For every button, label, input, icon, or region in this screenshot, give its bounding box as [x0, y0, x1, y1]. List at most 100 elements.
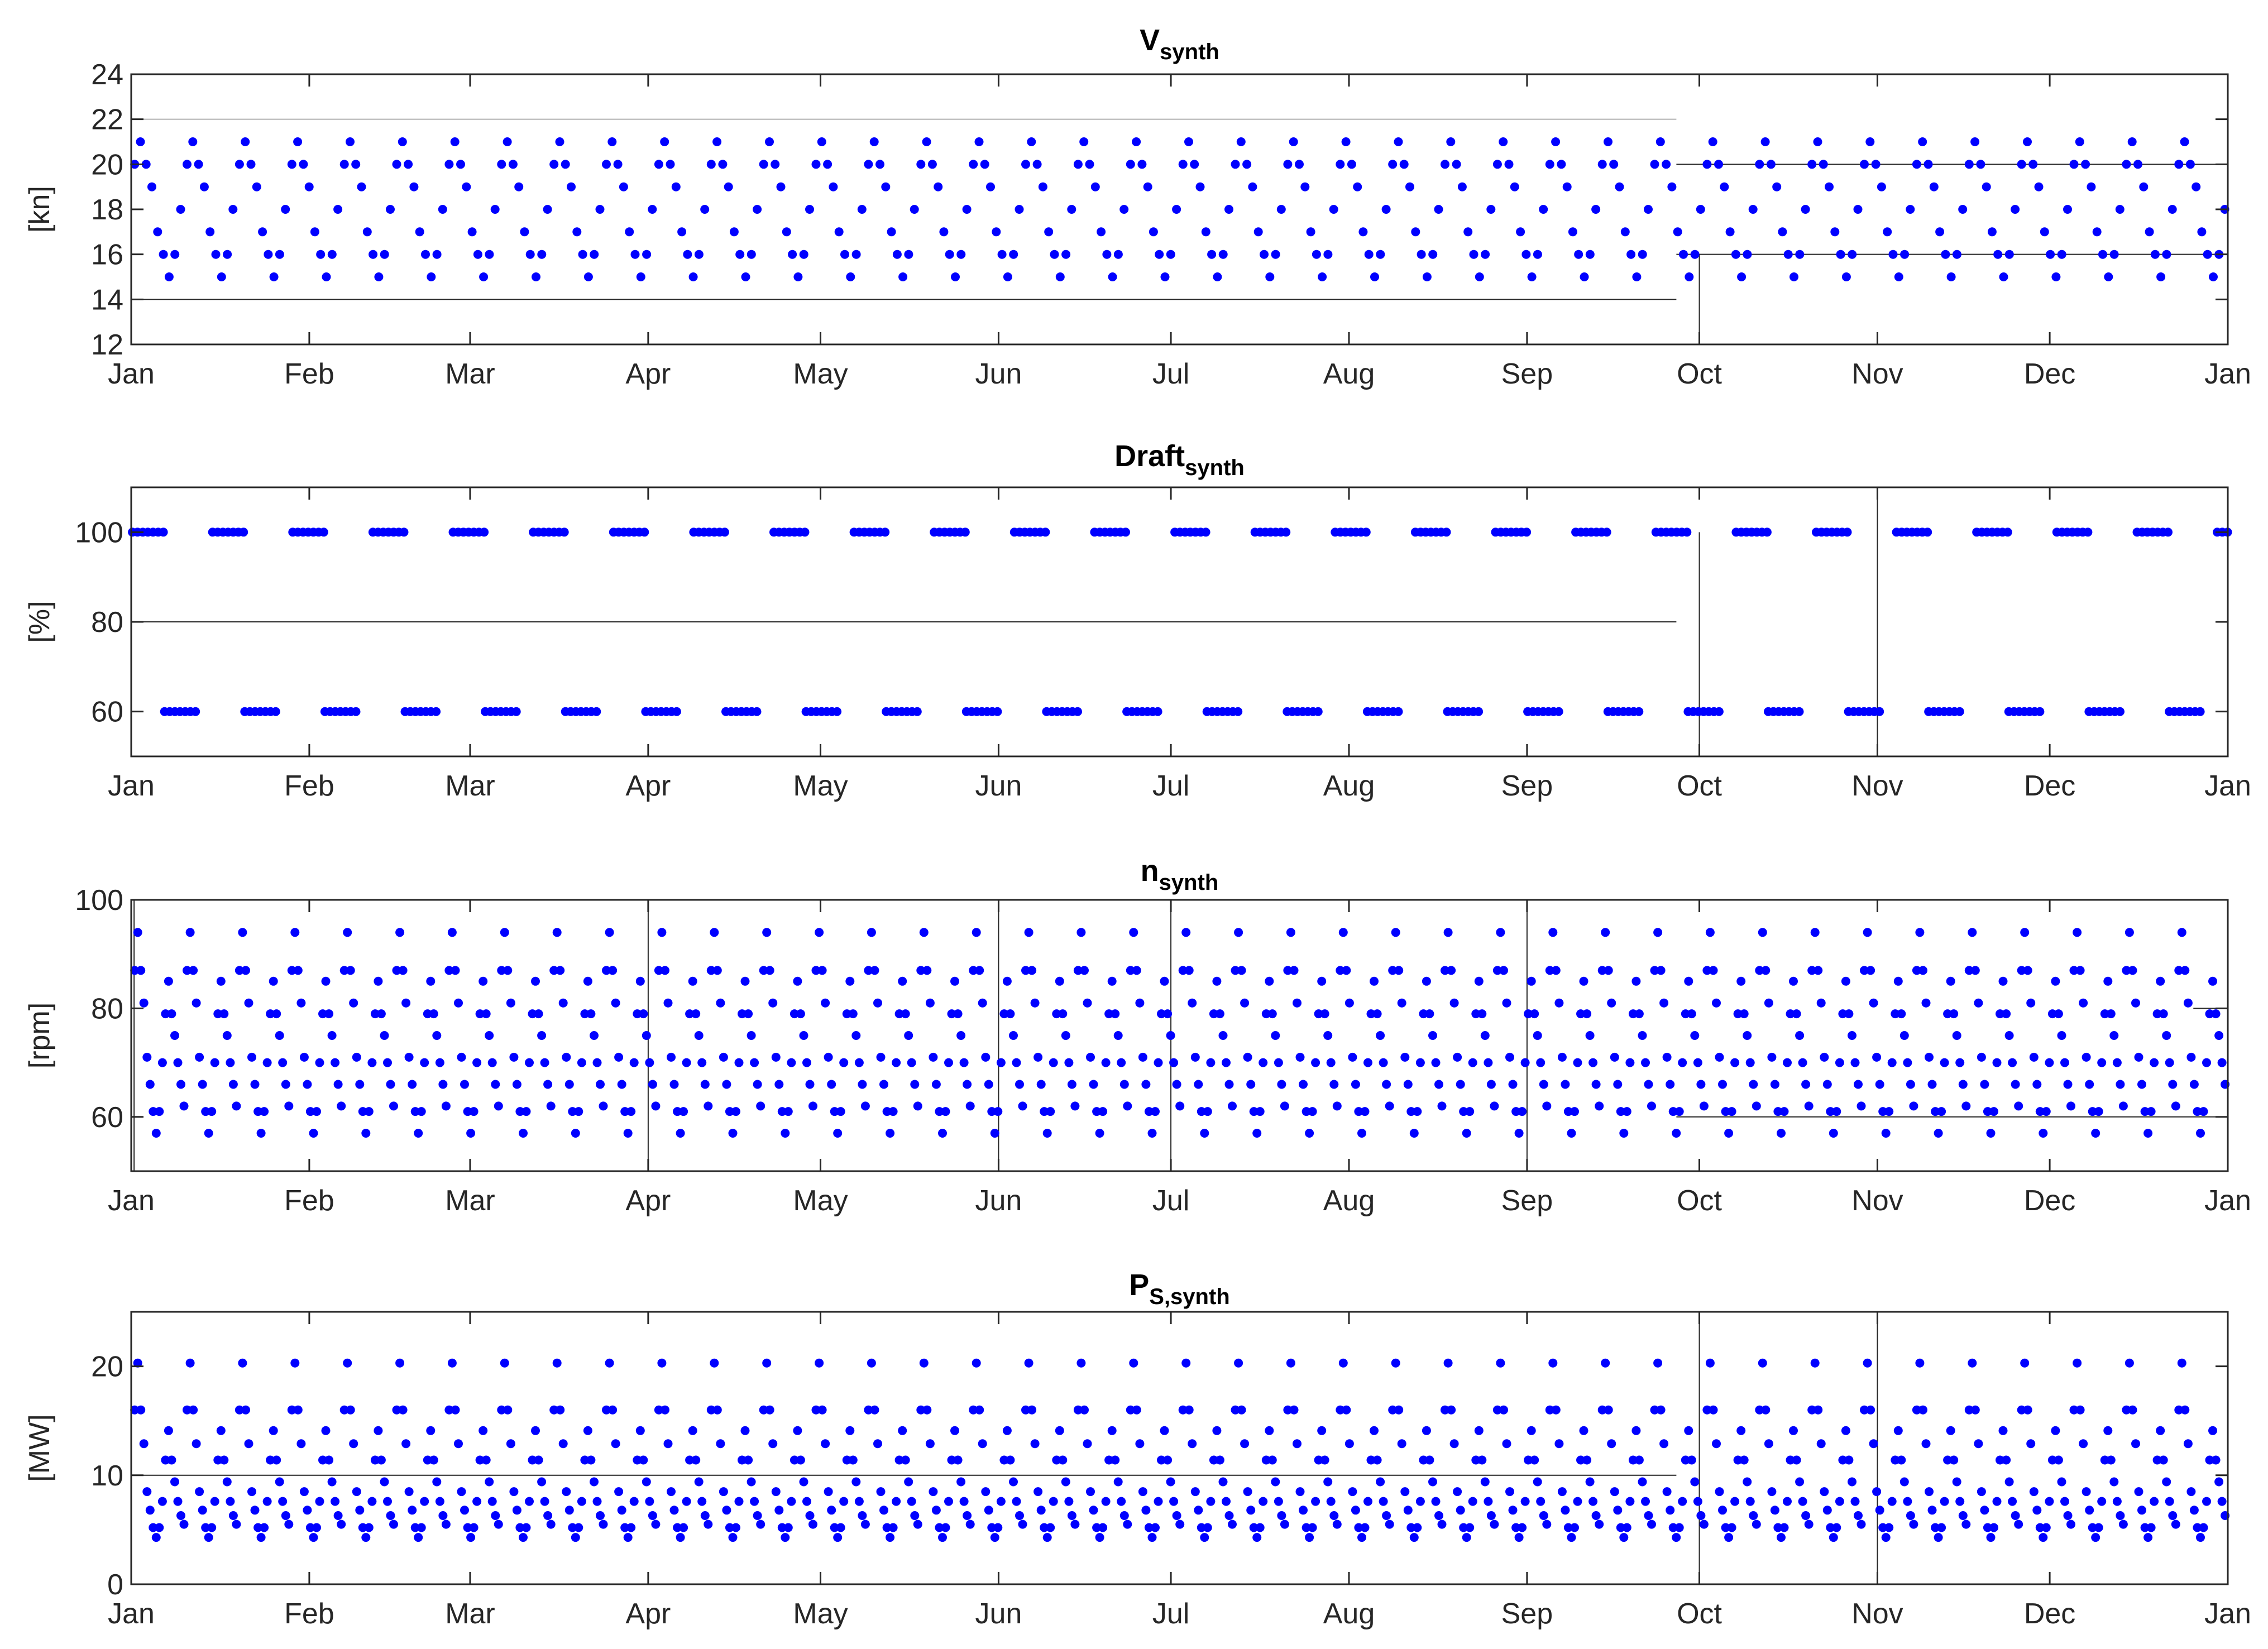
data-point [986, 182, 995, 191]
data-point [1915, 928, 1925, 937]
data-point [1659, 1439, 1669, 1449]
data-point [415, 227, 424, 237]
data-point [969, 966, 978, 975]
data-point [1850, 1497, 1860, 1506]
data-point [978, 1439, 987, 1449]
data-point [1730, 1058, 1740, 1067]
data-point [1891, 1009, 1900, 1019]
data-point [836, 1107, 845, 1116]
data-point [241, 1405, 250, 1415]
data-point [1687, 1009, 1696, 1019]
data-point [1289, 1405, 1299, 1415]
data-point [1289, 966, 1299, 975]
data-point [309, 1129, 318, 1138]
data-point [729, 227, 739, 237]
data-point [1634, 1009, 1644, 1019]
data-point [1655, 137, 1665, 146]
data-point [528, 1009, 537, 1019]
data-point [401, 1439, 411, 1449]
data-point [2174, 160, 2184, 169]
data-point [1929, 182, 1939, 191]
data-point [879, 1506, 888, 1515]
data-point [1814, 966, 1823, 975]
data-point [1749, 1511, 1758, 1520]
data-point [1052, 1455, 1061, 1465]
data-point [2109, 250, 2119, 259]
data-point [1934, 1129, 1943, 1138]
data-point [1634, 1455, 1644, 1465]
data-point [1887, 1058, 1897, 1067]
data-point [466, 1533, 476, 1542]
data-point [595, 205, 605, 214]
data-point [907, 1497, 916, 1506]
data-point [992, 227, 1001, 237]
data-point [1190, 160, 1199, 169]
data-point [2159, 1455, 2168, 1465]
data-point [1388, 966, 1398, 975]
data-point [469, 1107, 479, 1116]
data-point [1993, 250, 2003, 259]
data-point [1002, 1426, 1012, 1435]
data-point [296, 1439, 306, 1449]
data-point [1626, 250, 1636, 259]
data-point [299, 160, 308, 169]
data-point [1083, 1439, 1092, 1449]
data-point [1576, 1455, 1585, 1465]
data-point [1644, 1080, 1653, 1089]
data-point [260, 1107, 269, 1116]
data-point [1151, 1107, 1160, 1116]
data-point [1073, 160, 1083, 169]
data-point [614, 1052, 624, 1062]
data-point [1391, 1358, 1400, 1368]
data-point [1212, 976, 1222, 986]
data-point [1980, 1506, 1989, 1515]
data-point [682, 1058, 691, 1067]
data-point [1486, 1511, 1496, 1520]
data-point [1234, 928, 1243, 937]
data-point [1141, 1080, 1151, 1089]
data-point [475, 1455, 485, 1465]
data-point [2192, 182, 2201, 191]
data-point [1807, 160, 1817, 169]
data-point [1143, 182, 1152, 191]
data-point [2143, 1129, 2153, 1138]
x-tick-label: Jan [2204, 770, 2251, 802]
data-point [799, 1031, 808, 1040]
data-point [824, 1052, 833, 1062]
data-point [2023, 966, 2032, 975]
data-point [1860, 1405, 1869, 1415]
data-point [892, 250, 902, 259]
data-point [1530, 1455, 1539, 1465]
x-tick-label: Nov [1851, 1185, 1903, 1217]
data-point [1786, 1009, 1795, 1019]
data-point [370, 1455, 380, 1465]
data-point [2193, 1523, 2202, 1532]
data-point [639, 1009, 648, 1019]
data-point [139, 998, 149, 1008]
data-point [355, 1080, 365, 1089]
data-point [574, 1107, 583, 1116]
x-tick-label: Dec [2024, 358, 2075, 390]
data-point [1153, 707, 1162, 716]
data-point [869, 137, 879, 146]
data-point [1261, 1009, 1271, 1019]
data-point [1169, 1058, 1179, 1067]
data-point [2094, 1107, 2103, 1116]
data-point [2046, 250, 2055, 259]
data-point [1597, 1405, 1607, 1415]
data-point [2196, 1533, 2205, 1542]
data-point [1530, 1009, 1539, 1019]
data-point [1582, 1009, 1592, 1019]
data-point [463, 1107, 472, 1116]
data-point [1625, 1497, 1635, 1506]
data-point [351, 707, 361, 716]
data-point [617, 1080, 626, 1089]
data-point [1527, 272, 1537, 281]
data-point [1003, 272, 1012, 281]
data-point [1810, 1358, 1820, 1368]
data-point [1027, 1405, 1037, 1415]
data-point [1631, 976, 1641, 986]
data-point [1428, 1031, 1437, 1040]
data-point [1690, 250, 1700, 259]
data-point [636, 272, 645, 281]
